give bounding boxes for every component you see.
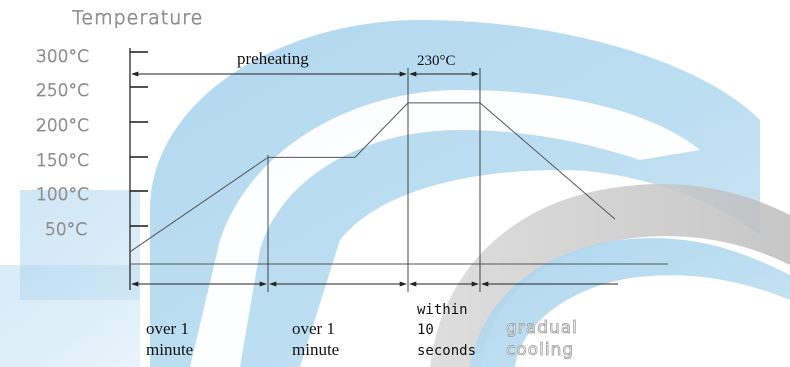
- y-tick-label-250: 250°C: [36, 81, 89, 101]
- y-tick-label-200: 200°C: [36, 116, 89, 136]
- y-tick-marks: [130, 51, 148, 227]
- y-tick-label-100: 100°C: [36, 185, 89, 205]
- phase-label-4-line-1: gradual: [506, 318, 578, 338]
- y-tick-label-150: 150°C: [36, 151, 89, 171]
- preheating-label: preheating: [237, 49, 309, 68]
- y-axis-title: Temperature: [72, 7, 203, 29]
- y-tick-labels: 300°C 250°C 200°C 150°C 100°C 50°C: [36, 47, 90, 241]
- phase-label-4-line-2: cooling: [506, 340, 574, 360]
- y-tick-label-50: 50°C: [45, 220, 87, 240]
- watermark-logo: [0, 20, 790, 367]
- phase-label-2-line-2: minute: [292, 340, 339, 359]
- phase-label-2-line-1: over 1: [292, 319, 335, 338]
- phase-label-3-line-2: 10: [417, 322, 434, 338]
- phase-label-1-line-1: over 1: [146, 319, 189, 338]
- phase-label-3-line-1: within: [417, 302, 468, 318]
- phase-label-3-line-3: seconds: [417, 343, 476, 359]
- peak-temperature-label: 230°C: [417, 53, 456, 69]
- y-tick-label-300: 300°C: [36, 47, 89, 67]
- temperature-profile-line: [129, 102, 616, 253]
- phase-boundaries: [267, 68, 481, 292]
- phase-label-1-line-2: minute: [146, 340, 193, 359]
